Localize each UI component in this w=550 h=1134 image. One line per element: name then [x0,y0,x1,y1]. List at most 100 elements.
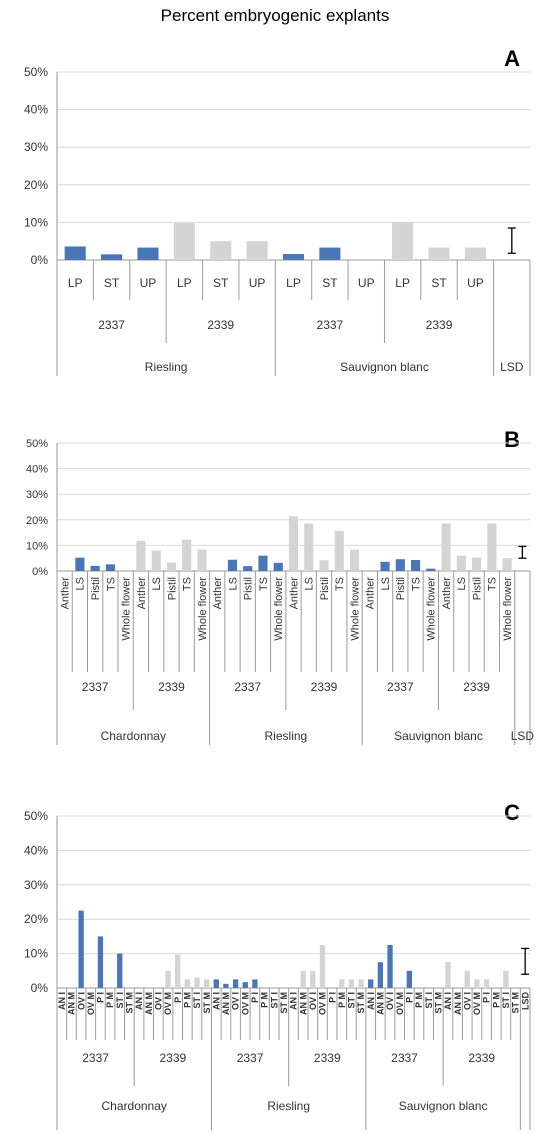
bar [334,530,344,571]
x-tick-label: OV M [163,992,173,1015]
x-tick-label: LS [227,577,239,590]
x-tick-label: P I [173,992,183,1003]
x-tick-label: OV I [154,992,164,1010]
x-tick-label: ST M [356,992,366,1014]
y-tick-label: 0% [31,981,49,995]
bar [445,962,451,988]
x-tick-label: Anther [365,577,377,610]
x-group-label-clone: 2339 [207,318,234,332]
bar [97,936,104,988]
x-tick-label: TS [334,577,346,591]
x-tick-label: TS [105,577,117,591]
x-tick-label: TS [410,577,422,591]
x-tick-label: OV M [318,992,328,1015]
bar [227,559,238,571]
x-tick-label: ST I [424,992,434,1009]
bar [502,558,512,571]
x-group-label-clone: 2339 [468,1051,495,1065]
bar [175,954,181,988]
bar [184,979,190,988]
bar [117,953,123,988]
y-tick-label: 0% [32,566,48,578]
x-group-label-cultivar: Riesling [145,360,188,374]
x-tick-label: P M [260,992,270,1008]
x-group-label-cultivar: Riesling [265,729,308,743]
x-group-label-clone: 2337 [82,680,109,694]
x-group-label-clone: 2339 [159,1051,186,1065]
bar [173,223,195,260]
x-tick-label: ST [431,276,447,290]
x-tick-label: P I [327,992,337,1003]
x-tick-label: P M [105,992,115,1008]
y-tick-label: 20% [24,178,48,192]
x-tick-label: LS [456,577,468,590]
x-tick-label: Anther [441,577,453,610]
x-tick-label: Whole flower [273,577,285,641]
bar [64,246,86,260]
x-tick-label: AN M [453,992,463,1015]
bar [503,970,509,988]
bar [428,247,450,260]
x-tick-label: Whole flower [197,577,209,641]
chart-panel-a: A 0% 10% 20% 30% 40% 50% LP ST UP LP ST UP LP ST UP LP ST… [24,46,531,376]
x-tick-label: P I [404,992,414,1003]
x-tick-label: TS [182,577,194,591]
bar [242,982,248,988]
bar [464,970,470,988]
x-tick-label: LS [380,577,392,590]
bar [258,555,268,571]
x-group-label-clone: 2337 [391,1051,418,1065]
x-tick-label: LS [304,577,316,590]
x-tick-label: Whole flower [426,577,438,641]
bar [319,560,329,571]
x-tick-label: Pistil [319,577,331,600]
x-tick-label: P M [414,992,424,1008]
x-tick-label: Anther [59,577,71,610]
bar [310,970,316,988]
bar [252,979,258,988]
x-tick-label: ST [104,276,120,290]
panel-label-c: C [504,800,520,825]
x-tick-label: AN I [289,992,299,1010]
x-group-label-cultivar: Chardonnay [101,729,166,743]
x-tick-label: ST M [433,992,443,1014]
y-tick-label: 50% [26,438,48,450]
x-tick-label: TS [258,577,270,591]
bar [75,557,85,571]
x-group-label-cultivar: Sauvignon blanc [394,729,483,743]
y-tick-label: 20% [26,515,48,527]
bar [246,241,268,260]
x-tick-label: OV M [240,992,250,1015]
lsd-label: LSD [520,991,530,1010]
x-tick-label: OV M [86,992,96,1015]
bar [348,979,355,988]
bar [304,523,314,571]
bar [339,979,345,988]
bar [319,945,326,988]
y-tick-label: 40% [24,843,48,857]
lsd-label: LSD [500,360,524,374]
x-tick-label: Anther [212,577,224,610]
x-tick-label: Anther [136,577,148,610]
y-tick-label: 50% [24,65,48,79]
bar [472,557,482,571]
bar [137,247,159,260]
x-tick-label: Anther [288,577,300,610]
bar [288,516,299,571]
x-tick-label: P I [96,992,106,1003]
bar [358,979,364,988]
x-tick-label: OV I [385,992,395,1010]
bar [182,539,192,571]
x-tick-label: P M [491,992,501,1008]
bar [406,970,412,988]
bar [319,247,341,260]
x-group-label-clone: 2339 [426,318,453,332]
bar [456,555,466,571]
panel-label-b: B [504,427,520,452]
x-group-label-cultivar: Sauvignon blanc [399,1099,488,1113]
x-tick-label: UP [358,276,375,290]
x-tick-label: LS [75,577,87,590]
x-group-label-clone: 2337 [82,1051,109,1065]
x-tick-label: OV I [231,992,241,1010]
x-tick-label: AN M [67,992,77,1015]
